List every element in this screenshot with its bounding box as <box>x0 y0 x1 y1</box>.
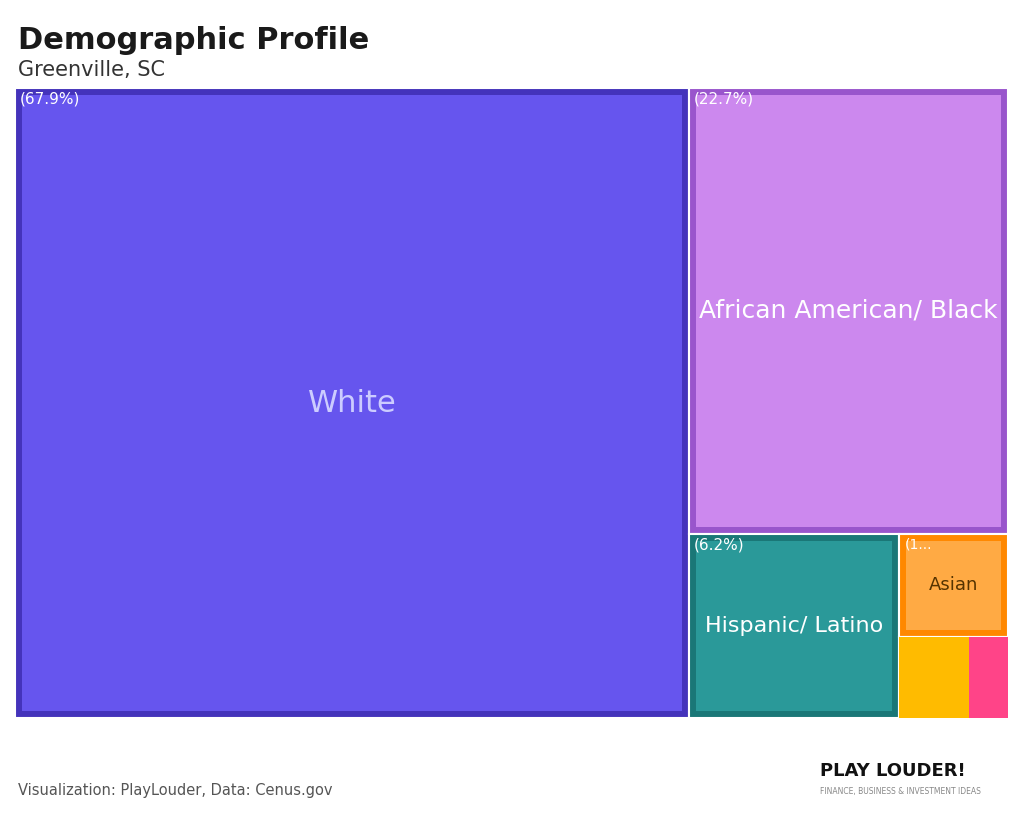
Text: (6.2%): (6.2%) <box>694 537 744 552</box>
Text: Demographic Profile: Demographic Profile <box>18 26 370 55</box>
Text: (67.9%): (67.9%) <box>20 92 80 107</box>
Bar <box>906 541 1001 631</box>
Text: Visualization: PlayLouder, Data: Cenus.gov: Visualization: PlayLouder, Data: Cenus.g… <box>18 783 333 798</box>
Bar <box>689 533 899 718</box>
Text: FINANCE, BUSINESS & INVESTMENT IDEAS: FINANCE, BUSINESS & INVESTMENT IDEAS <box>820 787 981 796</box>
Bar <box>696 541 893 711</box>
Text: (1...: (1... <box>904 537 932 551</box>
Text: Greenville, SC: Greenville, SC <box>18 60 165 80</box>
Text: Asian: Asian <box>929 577 978 595</box>
Bar <box>696 95 1001 527</box>
Bar <box>899 637 970 718</box>
Bar <box>899 637 970 718</box>
Bar <box>970 637 1008 718</box>
Text: (22.7%): (22.7%) <box>694 92 755 107</box>
Bar <box>899 533 1008 637</box>
Bar <box>689 88 1008 533</box>
Text: Hispanic/ Latino: Hispanic/ Latino <box>706 616 884 636</box>
Bar <box>22 95 682 711</box>
Text: White: White <box>308 389 396 417</box>
Bar <box>15 88 689 718</box>
Bar <box>970 637 1008 718</box>
Text: PLAY LOUDER!: PLAY LOUDER! <box>820 762 966 780</box>
Text: African American/ Black: African American/ Black <box>699 299 998 323</box>
